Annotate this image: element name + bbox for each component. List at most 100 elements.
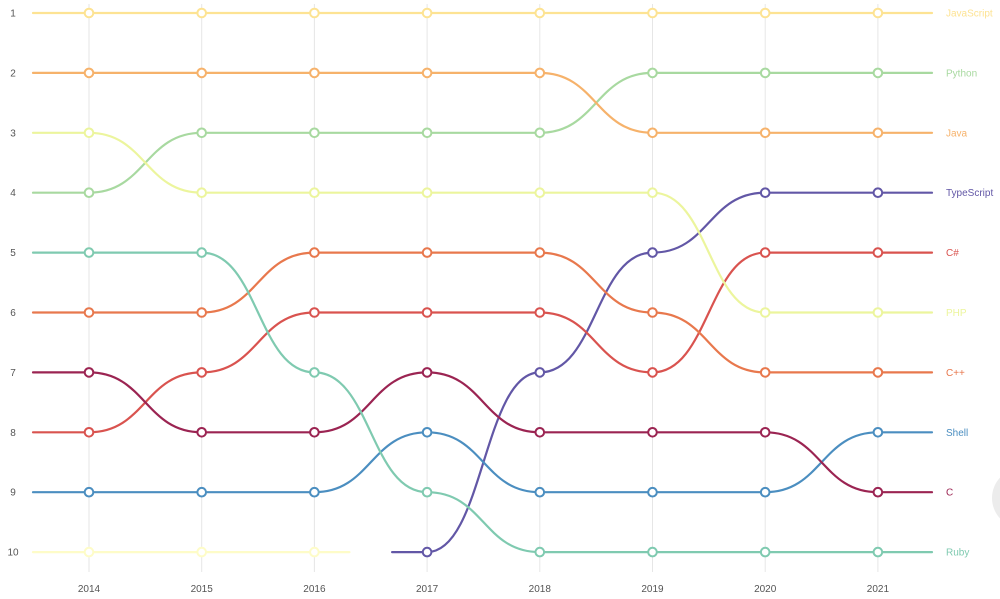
y-tick-1: 1	[10, 9, 16, 20]
point-python-2014	[83, 187, 95, 198]
point-python-2019	[647, 67, 658, 79]
point-c-2014	[83, 367, 95, 378]
point-java-2018	[534, 67, 546, 79]
point-shell-2014	[83, 486, 95, 498]
x-tick-2016: 2016	[303, 584, 326, 595]
point-php-2017	[421, 187, 433, 198]
point-javascript-2019	[647, 7, 658, 19]
y-tick-2: 2	[10, 68, 16, 79]
line-cplusplus	[31, 251, 934, 374]
point-php-2019	[647, 187, 658, 198]
edge-decoration	[992, 477, 1000, 519]
point-java-2014	[83, 67, 95, 79]
point-cplusplus-2019	[647, 307, 658, 318]
point-javascript-2015	[196, 7, 207, 19]
point-csharp-2018	[534, 307, 546, 318]
point-ruby-2019	[647, 546, 658, 558]
y-axis-rank-labels: 1 2 3 4 5 6 7 8 9 10	[7, 9, 19, 559]
point-php-2016	[309, 187, 320, 198]
point-shell-2016	[309, 486, 320, 498]
line-ruby	[31, 251, 934, 554]
point-java-2016	[309, 67, 320, 79]
point-c-2017	[421, 367, 433, 378]
x-tick-2015: 2015	[191, 584, 214, 595]
line-c	[31, 371, 934, 494]
point-php-2014	[83, 127, 95, 139]
point-python-2015	[196, 127, 207, 139]
point-javascript-2021	[872, 7, 884, 19]
point-ruby-2020	[759, 546, 771, 558]
label-c: C	[946, 488, 953, 499]
point-c-2016	[309, 427, 320, 438]
point-c-2019	[647, 427, 658, 438]
point-csharp-2014	[83, 427, 95, 438]
point-series-10-2015	[196, 546, 207, 558]
point-java-2017	[421, 67, 433, 79]
point-typescript-2017	[421, 546, 433, 558]
point-javascript-2020	[759, 7, 771, 19]
y-tick-4: 4	[10, 188, 16, 199]
line-java	[31, 71, 934, 134]
point-cplusplus-2018	[534, 247, 546, 258]
label-javascript: JavaScript	[946, 9, 993, 20]
point-c-2015	[196, 427, 207, 438]
point-php-2021	[872, 307, 884, 318]
point-python-2021	[872, 67, 884, 79]
x-tick-2019: 2019	[641, 584, 664, 595]
y-tick-7: 7	[10, 368, 16, 379]
point-csharp-2016	[309, 307, 320, 318]
point-java-2021	[872, 127, 884, 139]
point-typescript-2018	[534, 367, 546, 378]
point-cplusplus-2017	[421, 247, 433, 258]
point-shell-2020	[759, 486, 771, 498]
point-csharp-2021	[872, 247, 884, 258]
point-python-2016	[309, 127, 320, 139]
point-shell-2017	[421, 427, 433, 438]
point-typescript-2019	[647, 247, 658, 258]
point-csharp-2019	[647, 367, 658, 378]
point-c-2020	[759, 427, 771, 438]
point-java-2019	[647, 127, 658, 139]
point-csharp-2020	[759, 247, 771, 258]
point-shell-2015	[196, 486, 207, 498]
point-ruby-2014	[83, 247, 95, 258]
point-python-2017	[421, 127, 433, 139]
point-python-2020	[759, 67, 771, 79]
x-tick-2014: 2014	[78, 584, 101, 595]
y-tick-10: 10	[7, 548, 19, 559]
point-python-2018	[534, 127, 546, 139]
label-shell: Shell	[946, 428, 968, 439]
point-c-2021	[872, 486, 884, 498]
x-tick-2021: 2021	[867, 584, 890, 595]
label-typescript: TypeScript	[946, 188, 993, 199]
point-cplusplus-2014	[83, 307, 95, 318]
line-php	[31, 131, 934, 314]
y-tick-6: 6	[10, 308, 16, 319]
point-series-10-2016	[309, 546, 320, 558]
y-tick-9: 9	[10, 488, 16, 499]
label-csharp: C#	[946, 248, 959, 259]
y-tick-5: 5	[10, 248, 16, 259]
label-java: Java	[946, 128, 968, 139]
point-javascript-2018	[534, 7, 546, 19]
point-typescript-2020	[759, 187, 771, 198]
point-ruby-2017	[421, 486, 433, 498]
point-cplusplus-2015	[196, 307, 207, 318]
line-typescript	[391, 191, 934, 554]
point-java-2020	[759, 127, 771, 139]
point-java-2015	[196, 67, 207, 79]
label-php: PHP	[946, 308, 967, 319]
x-tick-2018: 2018	[529, 584, 552, 595]
label-ruby: Ruby	[946, 548, 969, 559]
series-end-labels: JavaScript Python Java TypeScript C# PHP C++ Sh…	[946, 9, 993, 559]
y-tick-3: 3	[10, 128, 16, 139]
point-cplusplus-2021	[872, 367, 884, 378]
series-lines	[31, 11, 934, 554]
point-shell-2019	[647, 486, 658, 498]
point-ruby-2018	[534, 546, 546, 558]
point-php-2020	[759, 307, 771, 318]
x-axis-year-labels: 2014 2015 2016 2017 2018 2019 2020 2021	[78, 584, 890, 595]
point-ruby-2016	[309, 367, 320, 378]
x-tick-2017: 2017	[416, 584, 439, 595]
